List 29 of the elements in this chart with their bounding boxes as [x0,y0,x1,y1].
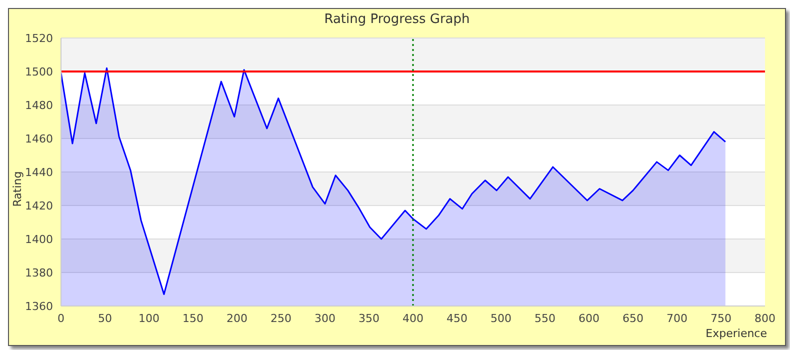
x-tick-label: 450 [446,312,468,325]
x-tick-label: 750 [710,312,732,325]
x-tick-label: 0 [58,312,64,325]
x-tick-label: 100 [138,312,160,325]
x-tick-label: 800 [754,312,776,325]
x-tick-label: 550 [534,312,556,325]
y-tick-label: 1360 [25,300,53,313]
x-tick-label: 150 [182,312,204,325]
y-tick-label: 1500 [25,65,53,78]
y-tick-label: 1420 [25,199,53,212]
y-tick-label: 1380 [25,266,53,280]
x-tick-label: 350 [358,312,380,325]
x-tick-label: 200 [226,312,248,325]
y-tick-label: 1460 [25,132,53,146]
y-tick-label: 1520 [25,32,53,45]
x-tick-label: 50 [98,312,112,325]
x-tick-label: 400 [402,312,424,325]
x-tick-label: 700 [666,312,688,325]
chart-title: Rating Progress Graph [323,11,471,29]
x-tick-label: 250 [270,312,292,325]
x-tick-label: 600 [578,312,600,325]
x-tick-label: 500 [490,312,512,325]
y-tick-label: 1440 [25,166,53,179]
y-axis-title: Rating [11,171,24,207]
y-tick-label: 1480 [25,98,53,112]
x-tick-label: 300 [314,312,336,325]
x-axis-title: Experience [706,327,767,340]
x-tick-label: 650 [622,312,644,325]
y-tick-label: 1400 [25,232,53,246]
